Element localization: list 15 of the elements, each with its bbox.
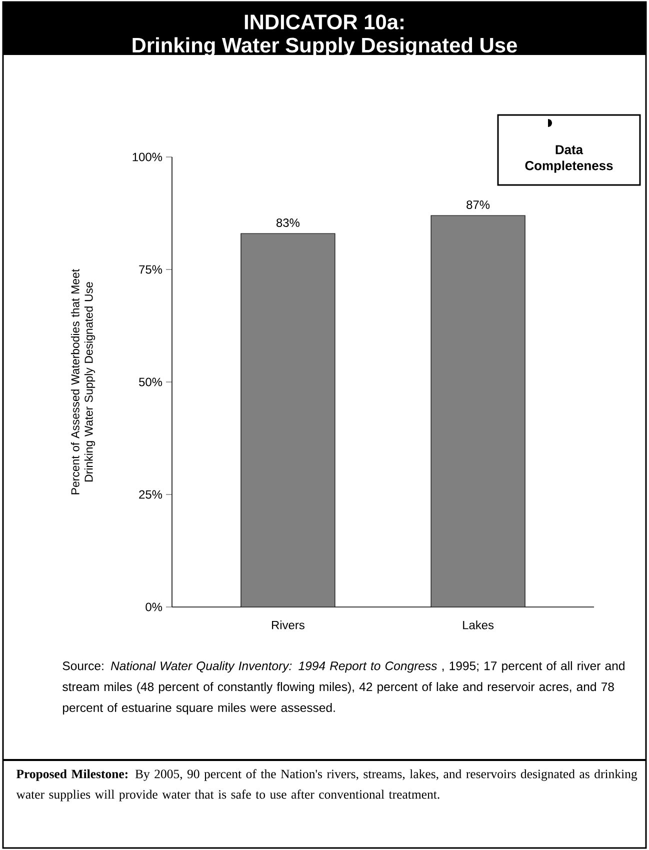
text: Proposed Milestone: By 2005, 90 percent of the Nation's rivers, streams, lakes, and reservoirs designated as drinking water supplies will provide water that is safe to use after conventional treatment. bbox=[16, 769, 638, 802]
y-tick-label: 0% bbox=[146, 602, 162, 612]
chart-subtitle: Drinking Water Supply Designated Use bbox=[132, 37, 517, 57]
y-tick-label: 100% bbox=[132, 152, 162, 162]
x-tick-label: Lakes bbox=[463, 620, 494, 630]
chart-title: INDICATOR 10a: bbox=[244, 14, 404, 30]
data-label: 87% bbox=[466, 200, 490, 209]
y-tick-label: 25% bbox=[139, 490, 162, 499]
y-axis-title: Percent of Assessed Waterbodies that Meet Drinking Water Supply Designated Use bbox=[70, 268, 96, 494]
source-note: Source: National Water Quality Inventory: 1994 Report to Congress , 1995; 17 percent of all river and stream miles (48 percent of constantly flowing miles), 42 percent of lake and reservoir acres, and 78 percent of estuarine square miles were assessed. bbox=[62, 661, 624, 714]
annotation: Data Completeness bbox=[525, 145, 613, 173]
y-tick-label: 75% bbox=[139, 265, 162, 274]
data-label: 83% bbox=[276, 218, 300, 227]
y-tick-label: 50% bbox=[139, 378, 162, 386]
x-tick-label: Rivers bbox=[272, 620, 304, 630]
